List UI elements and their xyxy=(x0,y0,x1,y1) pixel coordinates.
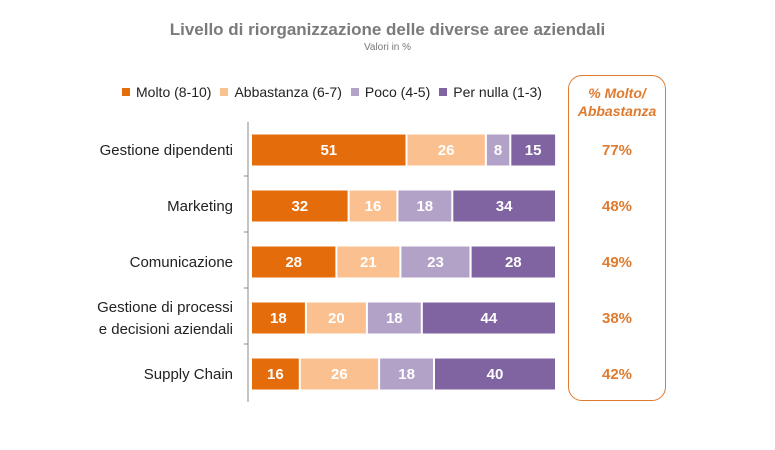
legend-swatch xyxy=(122,88,130,96)
share-header-line-2: Abbastanza xyxy=(577,103,657,119)
category-label: Comunicazione xyxy=(130,254,233,271)
category-label: Supply Chain xyxy=(144,366,233,383)
share-value: 77% xyxy=(602,142,632,159)
bar-value-label: 15 xyxy=(525,142,542,159)
bar-value-label: 21 xyxy=(360,254,377,271)
bar-segment xyxy=(252,302,305,334)
bar-segment xyxy=(306,302,366,334)
legend-swatch xyxy=(220,88,229,96)
bar-value-label: 16 xyxy=(365,198,382,215)
share-value: 38% xyxy=(602,310,632,327)
bar-segment xyxy=(511,134,556,166)
legend-label: Abbastanza (6-7) xyxy=(234,84,342,100)
bar-segment xyxy=(422,302,555,334)
legend-item-2: Abbastanza (6-7) xyxy=(220,84,342,100)
legend-swatch xyxy=(350,88,359,96)
share-value: 42% xyxy=(602,366,632,383)
bar-value-label: 28 xyxy=(285,254,302,271)
share-header-line-1: % Molto/ xyxy=(588,85,646,101)
bar-segment xyxy=(398,190,452,222)
bar-segment xyxy=(435,358,555,390)
chart-subtitle: Valori in % xyxy=(363,42,412,53)
bar-segment xyxy=(337,246,400,278)
bar-value-label: 18 xyxy=(270,310,287,327)
chart-title: Livello di riorganizzazione delle divers… xyxy=(169,20,606,39)
bar-segment xyxy=(380,358,433,390)
bar-segment xyxy=(252,134,406,166)
category-label: e decisioni aziendali xyxy=(99,321,233,338)
bar-value-label: 26 xyxy=(438,142,455,159)
bar-value-label: 51 xyxy=(320,142,337,159)
bar-value-label: 28 xyxy=(505,254,522,271)
category-label: Gestione di processi xyxy=(97,299,233,316)
bar-segment xyxy=(252,190,348,222)
legend-item-4: Per nulla (1-3) xyxy=(439,84,542,100)
bar-segment xyxy=(349,190,397,222)
bar-value-label: 8 xyxy=(494,142,502,159)
legend-label: Poco (4-5) xyxy=(364,84,431,100)
bar-segment xyxy=(486,134,510,166)
legend-swatch xyxy=(439,88,448,96)
bar-value-label: 32 xyxy=(291,198,308,215)
bar-segment xyxy=(407,134,485,166)
legend-item-3: Poco (4-5) xyxy=(350,84,431,100)
share-panel-border xyxy=(568,75,666,401)
bar-value-label: 20 xyxy=(328,310,345,327)
category-label: Marketing xyxy=(167,198,233,215)
bar-value-label: 18 xyxy=(386,310,403,327)
share-value: 48% xyxy=(602,198,632,215)
bar-value-label: 18 xyxy=(416,198,433,215)
bar-segment xyxy=(252,246,336,278)
bar-segment xyxy=(300,358,379,390)
bar-value-label: 16 xyxy=(267,366,284,383)
share-value: 49% xyxy=(602,254,632,271)
category-label: Gestione dipendenti xyxy=(100,142,233,159)
legend: Molto (8-10) Abbastanza (6-7) Poco (4-5) Pe… xyxy=(122,82,551,102)
bar-value-label: 18 xyxy=(398,366,415,383)
share-panel-header: % Molto/ Abbastanza xyxy=(568,84,666,120)
bar-segment xyxy=(453,190,555,222)
legend-item-1: Molto (8-10) xyxy=(122,84,211,100)
legend-label: Per nulla (1-3) xyxy=(453,84,542,100)
bar-segment xyxy=(401,246,470,278)
bar-value-label: 34 xyxy=(496,198,513,215)
bar-segment xyxy=(367,302,421,334)
legend-label: Molto (8-10) xyxy=(136,84,212,100)
bar-value-label: 23 xyxy=(427,254,444,271)
bar-value-label: 40 xyxy=(487,366,504,383)
bar-value-label: 44 xyxy=(481,310,498,327)
bar-segment xyxy=(252,358,299,390)
bar-value-label: 26 xyxy=(331,366,348,383)
bar-segment xyxy=(471,246,555,278)
